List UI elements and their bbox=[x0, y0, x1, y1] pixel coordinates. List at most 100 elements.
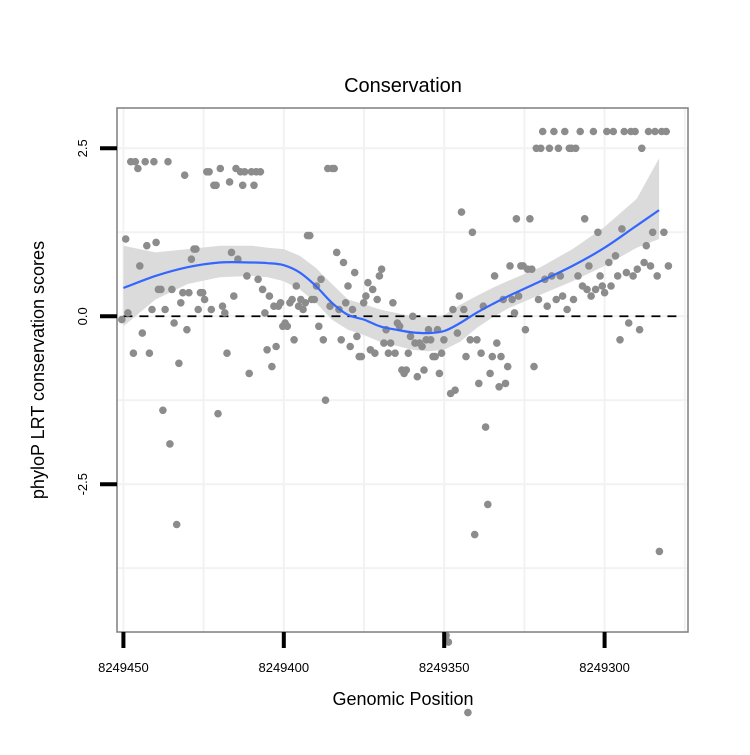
data-point bbox=[223, 349, 231, 358]
data-point bbox=[341, 299, 350, 307]
data-point bbox=[212, 181, 220, 190]
data-point bbox=[662, 127, 670, 136]
data-point bbox=[134, 164, 142, 173]
data-point bbox=[121, 235, 130, 243]
data-point bbox=[170, 319, 178, 327]
data-point bbox=[138, 329, 147, 337]
data-point bbox=[528, 265, 536, 274]
y-axis-label: phyloP LRT conservation scores bbox=[28, 241, 48, 499]
data-point bbox=[124, 309, 132, 317]
data-point bbox=[514, 292, 523, 300]
data-point bbox=[607, 282, 615, 290]
data-point bbox=[250, 181, 258, 190]
data-point bbox=[437, 349, 446, 358]
data-point bbox=[580, 215, 589, 223]
data-point bbox=[200, 295, 209, 304]
data-point bbox=[431, 352, 440, 361]
data-point bbox=[424, 325, 433, 334]
data-point bbox=[402, 366, 411, 374]
data-point bbox=[330, 164, 339, 173]
data-point bbox=[503, 362, 512, 371]
data-point bbox=[603, 127, 611, 136]
data-point bbox=[377, 265, 386, 274]
data-point bbox=[227, 248, 236, 257]
data-point bbox=[481, 423, 490, 431]
data-point bbox=[157, 285, 165, 294]
data-point bbox=[444, 638, 453, 646]
data-point bbox=[332, 248, 341, 257]
y-tick-label: -2.5 bbox=[75, 473, 90, 495]
data-point bbox=[344, 282, 352, 290]
smooth-line-layer bbox=[123, 209, 660, 335]
data-point bbox=[225, 178, 234, 186]
data-point bbox=[145, 349, 154, 358]
data-point bbox=[460, 305, 468, 314]
data-point bbox=[497, 352, 505, 361]
data-point bbox=[644, 127, 653, 136]
data-point bbox=[357, 352, 366, 361]
data-point bbox=[131, 157, 140, 166]
x-tick-label: 8249300 bbox=[579, 660, 630, 675]
data-point bbox=[183, 325, 191, 334]
data-point bbox=[640, 258, 648, 267]
data-point bbox=[435, 369, 444, 378]
data-point bbox=[420, 366, 428, 374]
data-point bbox=[326, 302, 334, 311]
data-point bbox=[660, 228, 668, 237]
data-point bbox=[624, 319, 633, 327]
data-point bbox=[301, 299, 310, 307]
data-point bbox=[214, 409, 222, 418]
data-point bbox=[380, 339, 388, 347]
data-point bbox=[371, 349, 379, 358]
data-point bbox=[589, 127, 598, 136]
data-point bbox=[455, 292, 464, 300]
data-point bbox=[230, 292, 238, 300]
data-point bbox=[143, 241, 151, 250]
data-point bbox=[512, 215, 521, 223]
data-point bbox=[175, 359, 183, 368]
axis-layer: 8249450 8249400 8249350 8249300 -2.5 0.0 2.5 bbox=[75, 139, 630, 675]
data-point bbox=[245, 369, 253, 378]
data-point bbox=[611, 252, 620, 260]
data-point bbox=[346, 342, 355, 351]
data-point bbox=[646, 262, 655, 270]
data-point bbox=[631, 127, 639, 136]
data-point bbox=[404, 349, 413, 358]
data-point bbox=[168, 285, 176, 294]
data-point bbox=[254, 275, 262, 284]
x-axis-label: Genomic Position bbox=[332, 689, 473, 709]
data-point bbox=[596, 272, 604, 280]
data-point bbox=[164, 157, 172, 166]
data-point bbox=[510, 309, 519, 317]
y-tick-label: 0.0 bbox=[75, 307, 90, 325]
data-point bbox=[569, 295, 578, 304]
data-point bbox=[571, 144, 580, 153]
data-point bbox=[475, 379, 483, 388]
data-point bbox=[591, 285, 600, 294]
data-point bbox=[545, 144, 554, 153]
data-point bbox=[558, 292, 567, 300]
data-point bbox=[468, 228, 477, 237]
data-point bbox=[272, 342, 280, 351]
data-point bbox=[129, 349, 138, 358]
data-point bbox=[315, 322, 323, 331]
points-layer bbox=[118, 127, 673, 717]
data-point bbox=[473, 336, 481, 344]
data-point bbox=[440, 336, 448, 344]
data-point bbox=[256, 168, 265, 176]
data-point bbox=[177, 299, 185, 307]
data-point bbox=[288, 295, 296, 304]
data-point bbox=[488, 352, 497, 361]
data-point bbox=[629, 272, 637, 280]
data-point bbox=[484, 500, 492, 509]
data-point bbox=[395, 322, 404, 331]
data-point bbox=[521, 325, 530, 334]
data-point bbox=[574, 272, 582, 280]
data-point bbox=[321, 396, 330, 405]
data-point bbox=[493, 339, 501, 347]
data-point bbox=[238, 181, 247, 190]
panel-border bbox=[116, 107, 689, 633]
data-point bbox=[141, 157, 149, 166]
data-point bbox=[359, 299, 368, 307]
